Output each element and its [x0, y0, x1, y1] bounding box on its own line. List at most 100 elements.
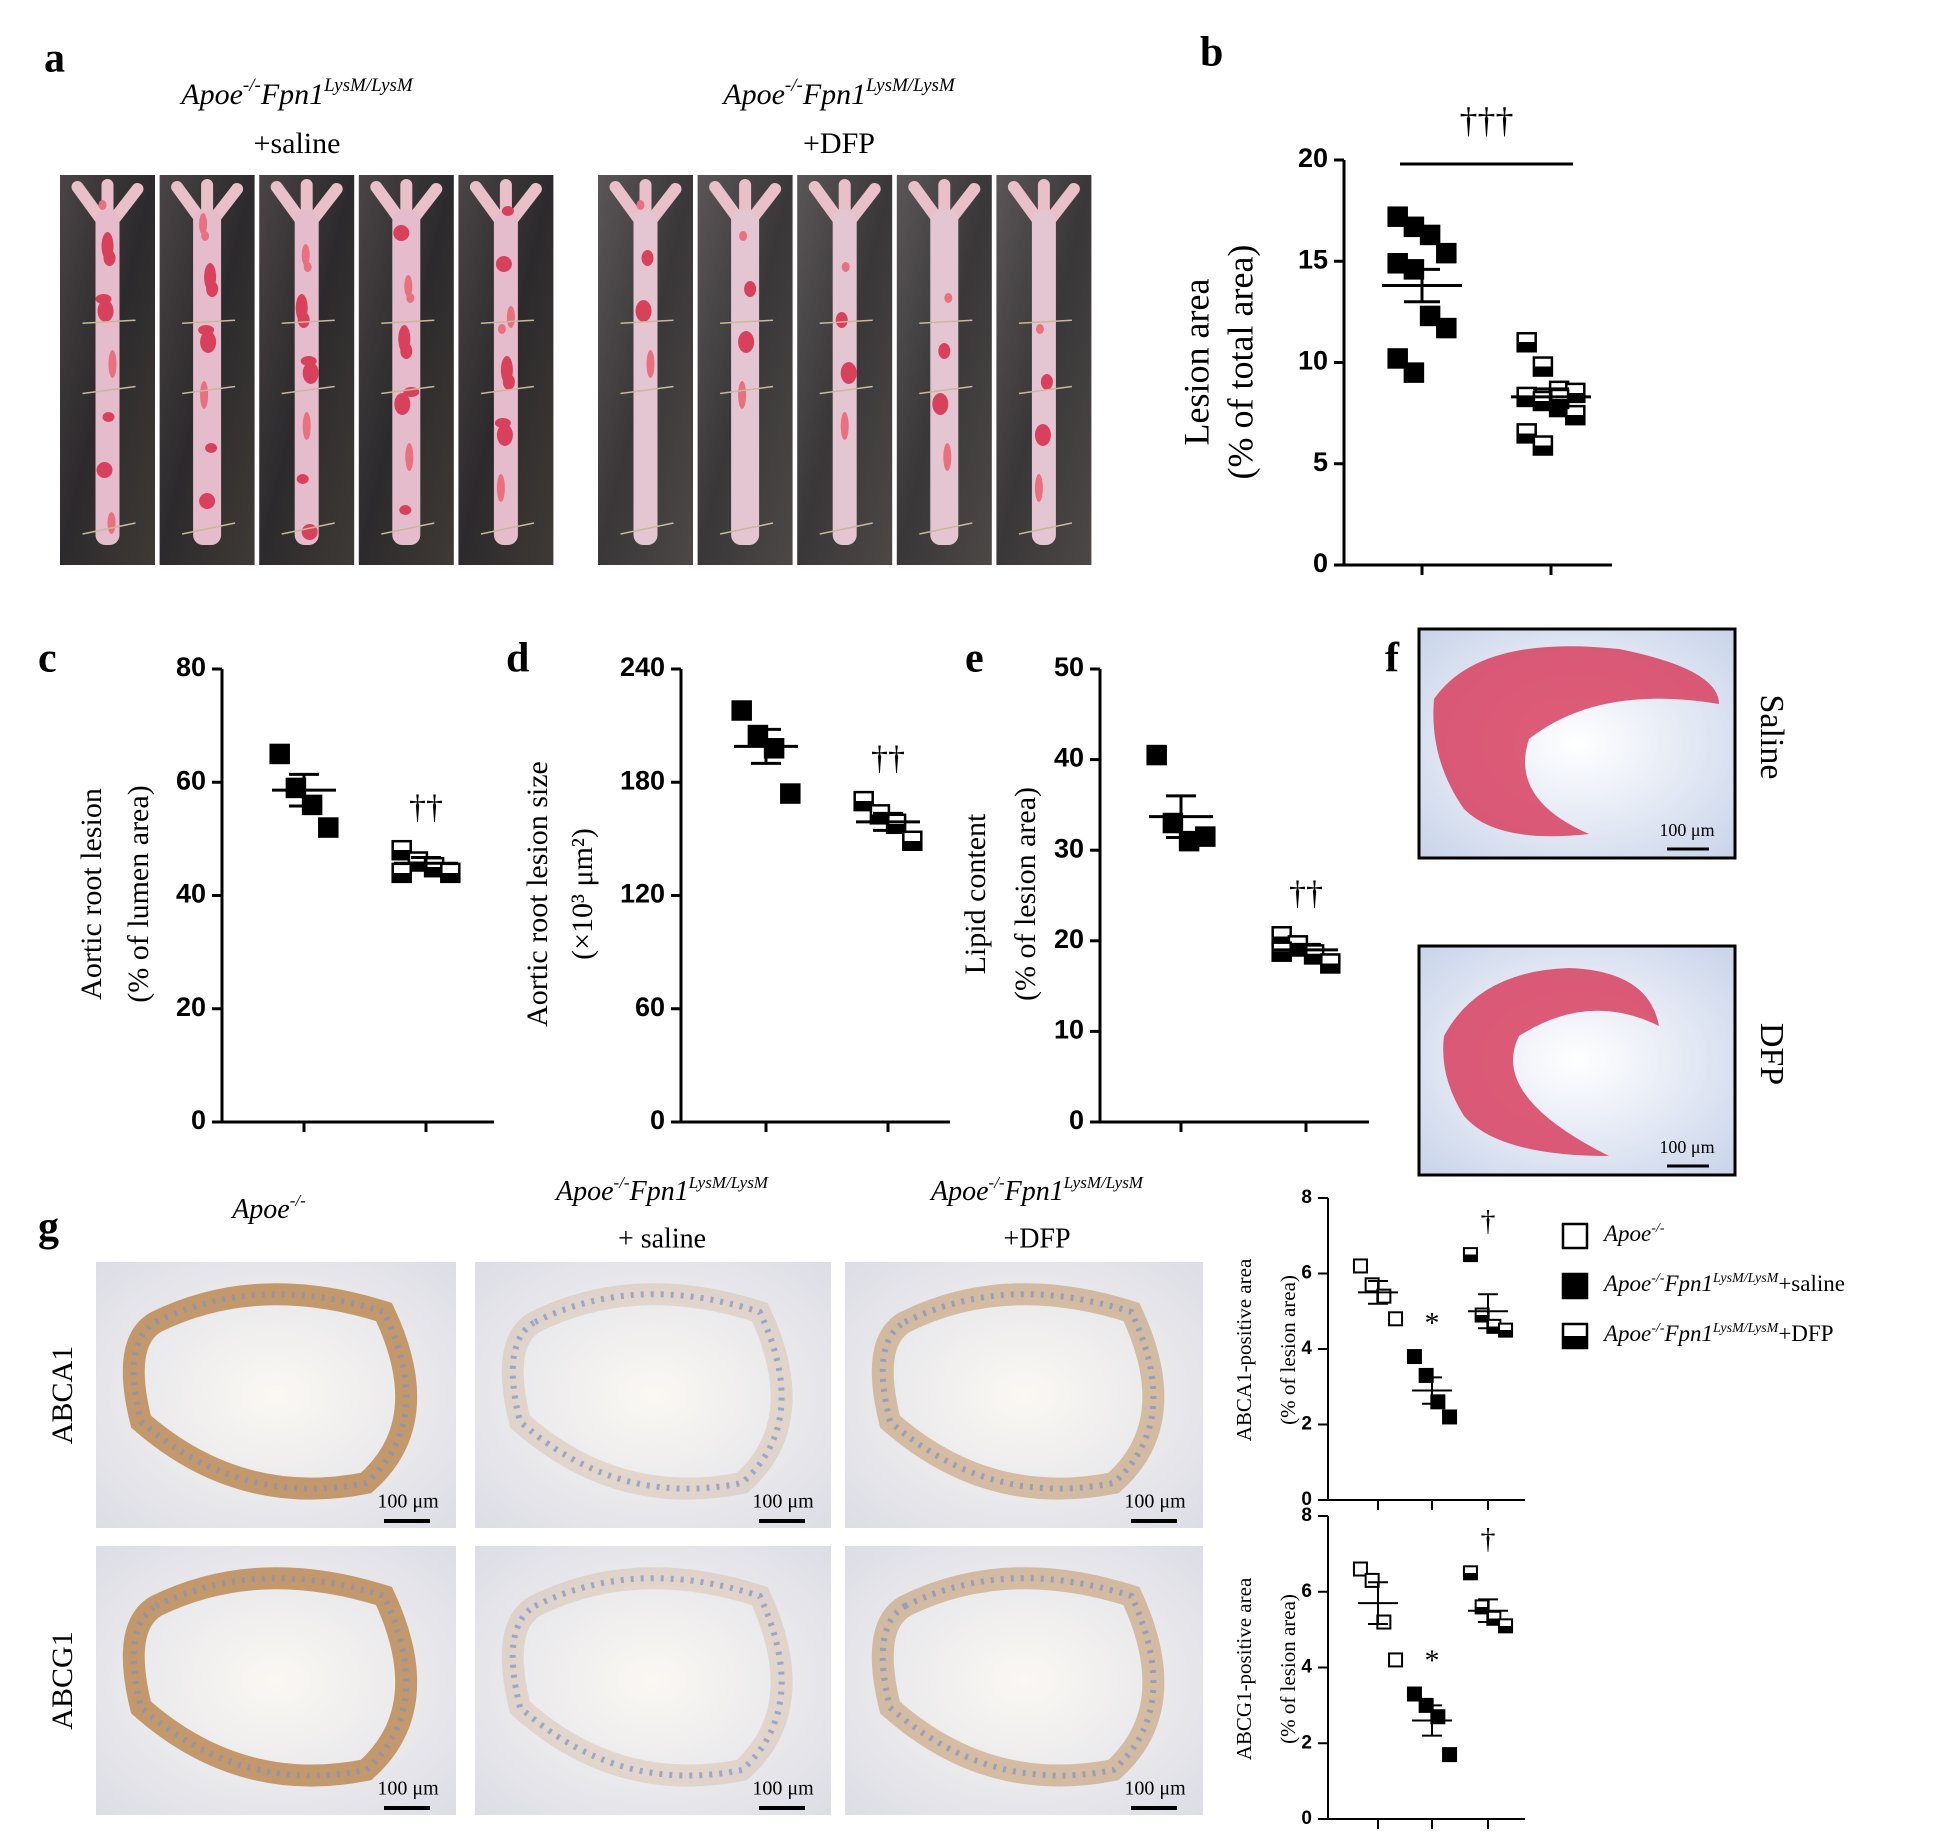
- lesion-spot: [393, 225, 410, 241]
- label-superscript: -/-: [243, 75, 261, 96]
- lesion-spot: [200, 331, 217, 353]
- lesion-spot: [494, 418, 511, 428]
- data-point: [391, 839, 412, 861]
- y-tick-label: 6: [1301, 1263, 1312, 1284]
- suture: [381, 385, 435, 395]
- data-point: [1406, 1349, 1422, 1365]
- lesion-spot: [1035, 324, 1044, 334]
- y-tick-label: 50: [1054, 652, 1084, 682]
- lesion-spot: [96, 462, 113, 478]
- rich-label: Apoe-/-Fpn1LysM/LysM+DFP: [1602, 1321, 1834, 1347]
- legend-marker: [1561, 1222, 1589, 1250]
- y-axis-label: Aortic root lesion: [75, 788, 108, 1000]
- lesion-spot: [300, 356, 317, 366]
- y-tick-label: 8: [1301, 1187, 1312, 1208]
- y-axis-label: ABCG1-positive area: [1232, 1577, 1256, 1760]
- lesion-spot: [108, 350, 117, 378]
- y-tick-label: 120: [620, 879, 665, 909]
- data-point: [1498, 1322, 1514, 1338]
- data-point: [731, 700, 752, 721]
- lesion-spot: [399, 505, 412, 515]
- rich-label: Apoe-/-Fpn1LysM/LysM: [179, 75, 414, 111]
- lesion-spot: [199, 493, 216, 509]
- data-point: [391, 862, 412, 884]
- panel-letter: g: [38, 1205, 59, 1251]
- significance-label: *: [1425, 1644, 1440, 1677]
- significance-label: †: [1481, 1205, 1496, 1238]
- sem-bar: [1478, 1293, 1498, 1330]
- group-subtitle: +saline: [254, 127, 341, 160]
- stained-lesion: [1443, 968, 1659, 1156]
- rich-label: Apoe-/-Fpn1LysM/LysM: [554, 1173, 769, 1207]
- label-text: Apoe: [1602, 1271, 1651, 1296]
- rich-label: Apoe-/-Fpn1LysM/LysM: [721, 75, 956, 111]
- label-superscript: LysM/LysM: [1712, 1321, 1780, 1336]
- sem-bar: [1166, 794, 1196, 840]
- image-label: DFP: [1753, 1023, 1790, 1085]
- y-tick-label: 4: [1301, 1657, 1312, 1678]
- data-point: [1406, 1686, 1422, 1702]
- panel-letter: b: [1200, 30, 1223, 76]
- lesion-spot: [841, 262, 850, 272]
- lesion-spot: [835, 312, 848, 328]
- panel-letter: c: [38, 636, 57, 682]
- lesion-spot: [738, 331, 755, 353]
- y-tick-label: 60: [635, 992, 665, 1022]
- lesion-spot: [405, 443, 414, 471]
- sem-bar: [1368, 1581, 1388, 1625]
- lesion-spot: [635, 300, 652, 322]
- data-point: [1403, 362, 1425, 383]
- lesion-spot: [738, 381, 747, 409]
- data-point: [1442, 1409, 1458, 1425]
- label-text: Apoe: [230, 1194, 290, 1225]
- lesion-spot: [204, 263, 217, 291]
- suture: [720, 385, 774, 395]
- suture: [381, 522, 435, 535]
- data-point: [763, 738, 785, 759]
- suture: [919, 522, 973, 535]
- label-superscript: LysM/LysM: [1063, 1173, 1144, 1192]
- cell-wall: [879, 1291, 1157, 1492]
- lesion-spot: [101, 232, 114, 260]
- panel-letter: f: [1385, 636, 1400, 682]
- y-tick-label: 40: [1054, 743, 1084, 773]
- lesion-spot: [200, 381, 209, 409]
- lesion-spot: [500, 356, 513, 384]
- data-point: [1376, 1614, 1392, 1630]
- data-point: [1388, 1652, 1404, 1668]
- cell-wall: [130, 1575, 410, 1779]
- panel-letter: d: [506, 636, 529, 682]
- scale-bar-label: 100 μm: [752, 1778, 814, 1800]
- legend-marker: [1561, 1322, 1589, 1350]
- suture: [1018, 522, 1073, 535]
- data-point: [1364, 1572, 1380, 1588]
- y-tick-label: 5: [1313, 447, 1328, 477]
- rich-label: Apoe-/-: [1602, 1221, 1665, 1247]
- y-tick-label: 0: [1313, 548, 1328, 578]
- suture: [480, 522, 535, 535]
- label-text: Fpn1: [1004, 1176, 1064, 1207]
- lesion-spot: [495, 256, 512, 272]
- sem-bar: [289, 772, 319, 808]
- lesion-spot: [1034, 474, 1043, 502]
- panel-letter: e: [965, 636, 984, 682]
- lesion-spot: [932, 393, 949, 415]
- lesion-spot: [296, 474, 309, 484]
- lesion-spot: [501, 206, 514, 216]
- data-point: [1516, 423, 1537, 444]
- sem-bar: [1478, 1598, 1498, 1624]
- data-point: [1430, 1394, 1446, 1410]
- histology-image: [845, 1262, 1203, 1528]
- y-tick-label: 15: [1298, 244, 1328, 274]
- lesion-spot: [646, 350, 655, 378]
- cell-wall: [509, 1291, 785, 1492]
- lesion-spot: [739, 231, 748, 241]
- lesion-spot: [198, 325, 215, 335]
- y-tick-label: 4: [1301, 1338, 1312, 1359]
- rich-label: Apoe-/-Fpn1LysM/LysM+saline: [1602, 1271, 1845, 1297]
- sem-bar: [873, 811, 903, 832]
- y-tick-label: 2: [1301, 1414, 1312, 1435]
- row-label: ABCA1: [46, 1346, 79, 1444]
- label-superscript: -/-: [614, 1173, 630, 1192]
- data-point: [1271, 941, 1292, 962]
